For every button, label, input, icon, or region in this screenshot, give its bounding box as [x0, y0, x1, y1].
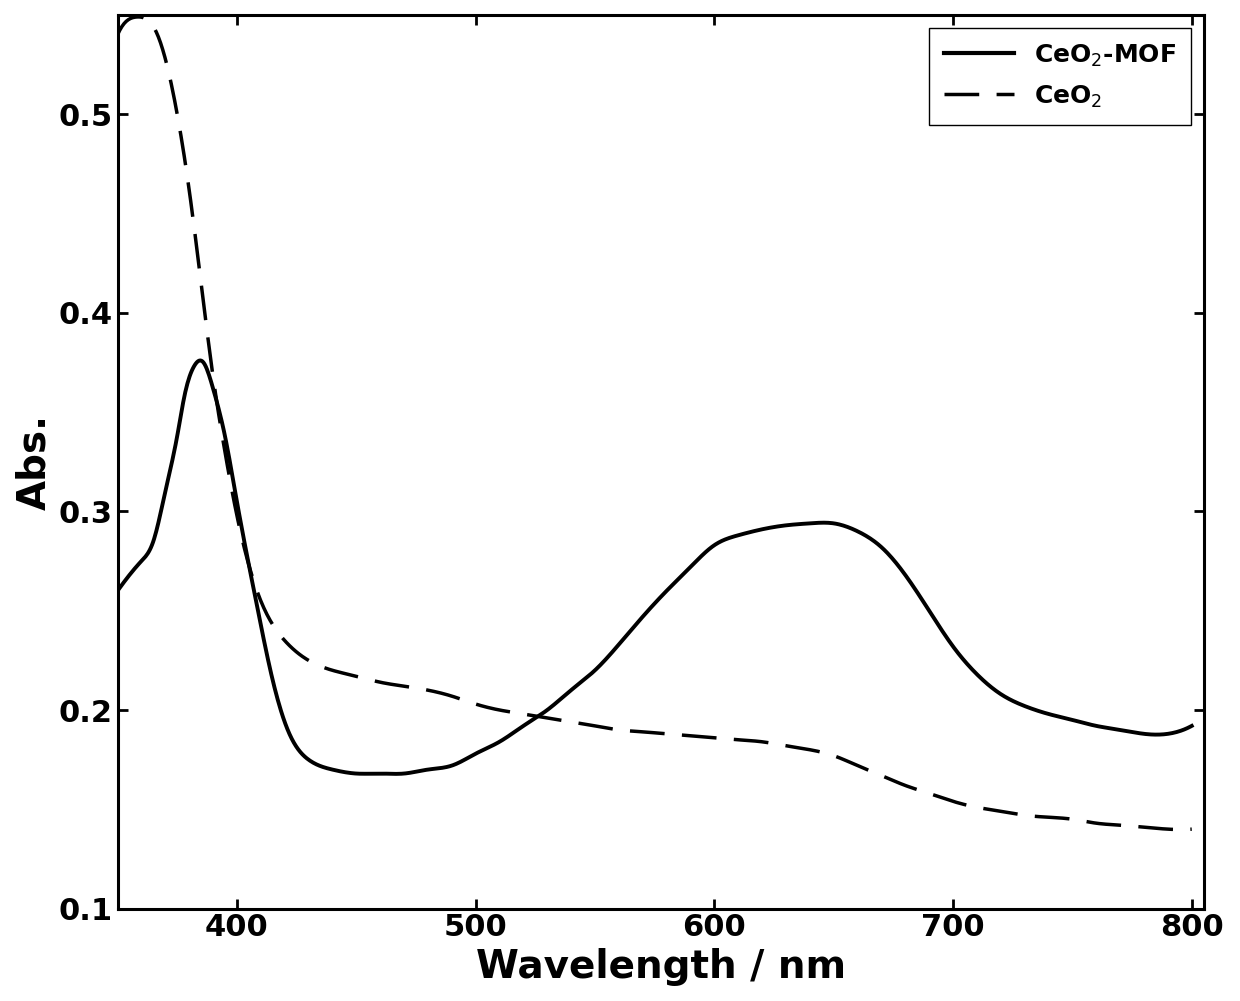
CeO$_2$: [584, 720, 599, 732]
Y-axis label: Abs.: Abs.: [15, 413, 53, 510]
CeO$_2$: [1173, 824, 1188, 836]
CeO$_2$: [546, 713, 560, 725]
CeO$_2$-MOF: [547, 699, 562, 711]
CeO$_2$: [849, 759, 864, 771]
CeO$_2$-MOF: [221, 447, 236, 459]
CeO$_2$-MOF: [950, 646, 965, 658]
CeO$_2$-MOF: [193, 354, 208, 366]
X-axis label: Wavelength / nm: Wavelength / nm: [476, 948, 846, 986]
CeO$_2$-MOF: [585, 667, 600, 679]
CeO$_2$-MOF: [970, 668, 985, 680]
CeO$_2$: [949, 797, 963, 809]
CeO$_2$: [968, 801, 983, 813]
CeO$_2$-MOF: [388, 768, 403, 780]
CeO$_2$: [221, 464, 236, 476]
CeO$_2$-MOF: [110, 585, 125, 597]
CeO$_2$: [130, 11, 145, 23]
Line: CeO$_2$-MOF: CeO$_2$-MOF: [118, 360, 1192, 774]
CeO$_2$-MOF: [1184, 720, 1199, 732]
Line: CeO$_2$: CeO$_2$: [118, 17, 1192, 830]
Legend: CeO$_2$-MOF, CeO$_2$: CeO$_2$-MOF, CeO$_2$: [929, 27, 1192, 125]
CeO$_2$: [110, 29, 125, 41]
CeO$_2$-MOF: [849, 526, 864, 538]
CeO$_2$: [1184, 823, 1199, 835]
